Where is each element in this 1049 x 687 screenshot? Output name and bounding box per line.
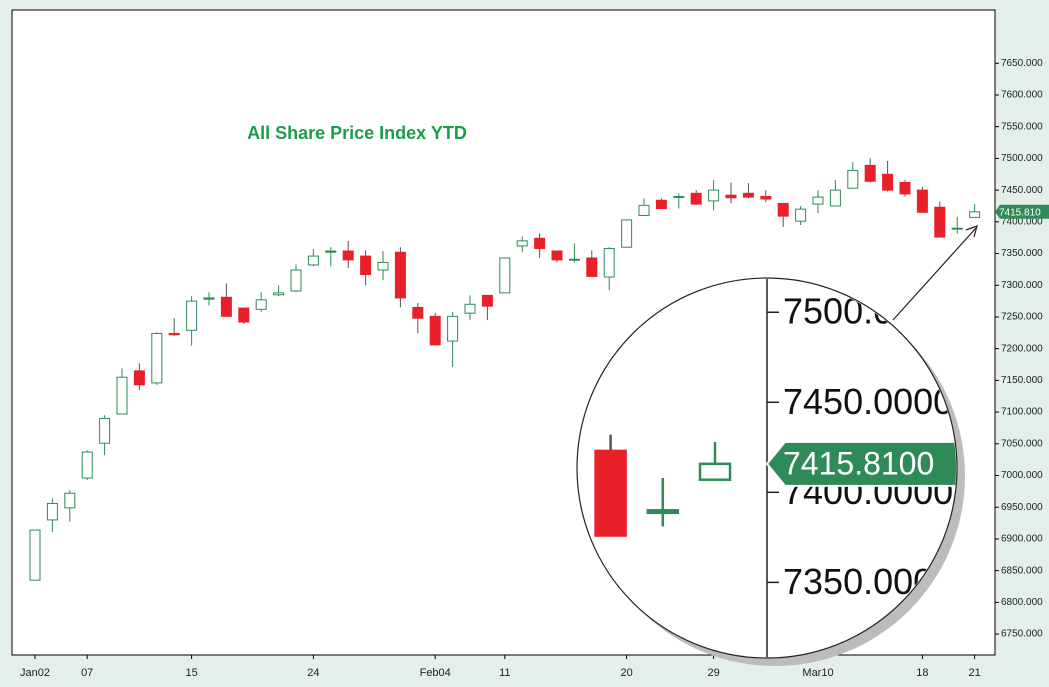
- candle-body: [499, 257, 511, 294]
- candle-body: [81, 451, 93, 479]
- candle-body: [725, 194, 737, 199]
- candle-body: [290, 269, 302, 292]
- zoom-last-price-label: 7415.8100: [783, 445, 934, 481]
- y-tick-label: 6850.000: [1001, 565, 1043, 576]
- candle-body: [151, 332, 163, 384]
- candle-body: [186, 300, 198, 331]
- candle-body: [203, 297, 215, 300]
- candle-body: [516, 240, 528, 247]
- candle-body: [708, 189, 720, 202]
- candle-body: [273, 292, 285, 296]
- candle-body: [777, 202, 789, 217]
- candle-body: [99, 417, 111, 444]
- candle-body: [116, 376, 128, 415]
- candle-body: [64, 492, 76, 509]
- candle-body: [534, 237, 546, 249]
- x-tick-label: 07: [81, 667, 93, 679]
- candle-body: [812, 196, 824, 205]
- x-tick-label: Mar10: [802, 667, 833, 679]
- candle-body: [255, 299, 267, 310]
- y-tick-label: 7150.000: [1001, 375, 1043, 386]
- candle-body: [342, 250, 354, 261]
- main-layer: 6750.000 6800.000 6850.000 6900.000 6950.000…: [20, 58, 1049, 679]
- candle-body: [586, 257, 598, 277]
- candle-body: [307, 255, 319, 266]
- candle-body: [220, 296, 232, 317]
- y-tick-label: 7100.000: [1001, 407, 1043, 418]
- y-tick-label: 7000.000: [1001, 470, 1043, 481]
- candle-body: [551, 250, 563, 261]
- zoom-arrow: [892, 227, 977, 321]
- y-tick-label: 6950.000: [1001, 502, 1043, 513]
- y-tick-label: 6900.000: [1001, 534, 1043, 545]
- x-tick-label: 11: [499, 667, 510, 679]
- last-price-tag: [995, 204, 1049, 219]
- candle-body: [133, 370, 145, 386]
- candle-body: [464, 303, 476, 314]
- y-tick-label: 7200.000: [1001, 343, 1043, 354]
- candle-body: [742, 192, 754, 198]
- y-tick-label: 7600.000: [1001, 90, 1043, 101]
- y-tick-label: 7650.000: [1001, 58, 1043, 69]
- zoom-candle-body: [698, 462, 732, 481]
- candle-body: [412, 306, 424, 319]
- candle-body: [969, 211, 981, 218]
- candle-body: [447, 315, 459, 342]
- candle-body: [29, 529, 41, 581]
- x-tick-label: 29: [707, 667, 719, 679]
- candle-body: [325, 250, 337, 253]
- x-tick-label: 18: [916, 667, 928, 679]
- x-tick-label: 15: [185, 667, 197, 679]
- candle-body: [621, 219, 633, 248]
- zoom-layer: 7350.00007400.00007450.00007500.00007415…: [594, 279, 956, 657]
- candle-body: [603, 247, 615, 278]
- candle-body: [899, 182, 911, 195]
- candle-body: [934, 206, 946, 238]
- y-tick-label: 7250.000: [1001, 312, 1043, 323]
- candle-body: [568, 258, 580, 261]
- candle-body: [429, 315, 441, 346]
- y-tick-label: 7400.000: [1001, 216, 1043, 227]
- y-tick-label: 7350.000: [1001, 248, 1043, 259]
- candle-body: [655, 199, 667, 210]
- y-tick-label: 6750.000: [1001, 629, 1043, 640]
- x-tick-label: Feb04: [420, 667, 451, 679]
- candle-body: [916, 189, 928, 213]
- y-tick-label: 7450.000: [1001, 185, 1043, 196]
- candle-body: [864, 164, 876, 182]
- zoom-candle-body: [646, 509, 680, 515]
- candle-body: [360, 255, 372, 275]
- last-price-label: 7415.810: [999, 207, 1041, 218]
- candle-body: [951, 227, 963, 230]
- candle-body: [46, 502, 58, 521]
- candle-body: [638, 204, 650, 216]
- candle-body: [690, 192, 702, 205]
- x-tick-label: Jan02: [20, 667, 50, 679]
- candle-body: [481, 294, 493, 307]
- x-tick-label: 21: [968, 667, 980, 679]
- candle-body: [394, 251, 406, 299]
- y-tick-label: 7300.000: [1001, 280, 1043, 291]
- zoom-candle-body: [594, 449, 627, 537]
- candle-body: [168, 332, 180, 336]
- y-tick-label: 7550.000: [1001, 121, 1043, 132]
- zoom-arrow-head: [965, 225, 978, 238]
- candle-body: [829, 189, 841, 207]
- chart-title: All Share Price Index YTD: [247, 123, 467, 143]
- y-tick-label: 6800.000: [1001, 597, 1043, 608]
- x-tick-label: 24: [307, 667, 319, 679]
- zoom-last-price-tag: [765, 440, 956, 487]
- candle-body: [760, 195, 772, 200]
- candle-body: [847, 169, 859, 189]
- y-tick-label: 7500.000: [1001, 153, 1043, 164]
- candle-body: [377, 261, 389, 271]
- candle-body: [795, 208, 807, 222]
- candle-body: [673, 195, 685, 198]
- y-tick-label: 7050.000: [1001, 438, 1043, 449]
- x-tick-label: 20: [620, 667, 632, 679]
- candle-body: [238, 307, 250, 323]
- candle-body: [882, 173, 894, 191]
- zoom-y-tick-label: 7450.0000: [783, 381, 953, 422]
